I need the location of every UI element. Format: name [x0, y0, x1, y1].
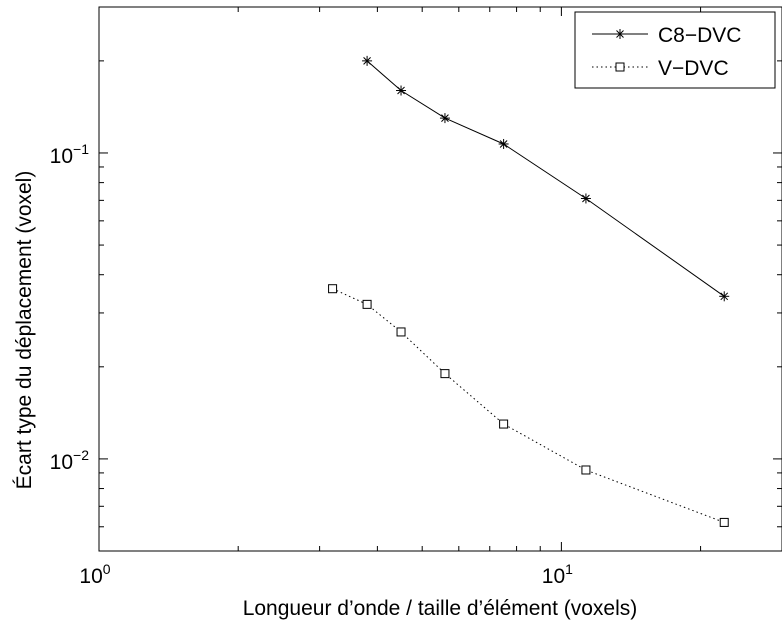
data-point — [396, 85, 407, 96]
data-point — [396, 327, 406, 337]
series-line — [366, 60, 725, 297]
data-point — [440, 369, 450, 379]
series-layer — [328, 55, 730, 527]
legend-box — [574, 11, 776, 89]
asterisk-stroke — [616, 30, 624, 38]
series-c8-dvc — [362, 55, 730, 302]
y-tick-label: 10−1 — [50, 141, 90, 168]
asterisk-stroke — [397, 86, 405, 95]
x-tick-label-exponent: 0 — [103, 561, 111, 577]
data-point — [328, 284, 338, 294]
legend-label: C8−DVC — [658, 24, 741, 47]
x-tick-label-base: 10 — [79, 565, 102, 588]
asterisk-stroke — [720, 292, 729, 301]
asterisk-stroke — [363, 57, 371, 65]
x-axis-title: Longueur d’onde / taille d’élément (voxe… — [243, 597, 638, 620]
x-tick-label: 100 — [79, 561, 110, 588]
y-axis-title: Écart type du déplacement (voxel) — [13, 171, 36, 490]
data-point — [580, 193, 591, 204]
legend-marker — [615, 29, 625, 39]
y-tick-label-base: 10 — [50, 145, 73, 168]
series-v-dvc — [328, 284, 729, 527]
x-tick-label: 101 — [542, 561, 573, 588]
axis-ticks — [98, 7, 782, 552]
data-point — [719, 517, 729, 527]
asterisk-stroke — [441, 114, 449, 122]
y-tick-label-exponent: −1 — [73, 141, 89, 157]
y-tick-label-exponent: −2 — [73, 447, 89, 463]
data-point — [362, 299, 372, 309]
x-tick-label-base: 10 — [542, 565, 565, 588]
y-tick-label: 10−2 — [50, 447, 90, 474]
legend: C8−DVC V−DVC — [574, 11, 776, 89]
data-point — [362, 55, 373, 66]
plot-frame — [98, 6, 782, 552]
data-point — [498, 138, 509, 149]
y-tick-label-base: 10 — [50, 451, 73, 474]
data-point — [719, 291, 730, 302]
asterisk-stroke — [499, 140, 508, 148]
legend-marker — [615, 62, 625, 72]
asterisk-stroke — [582, 194, 590, 203]
x-tick-label-exponent: 1 — [565, 561, 573, 577]
data-point — [499, 419, 509, 429]
data-point — [581, 465, 591, 475]
legend-label: V−DVC — [658, 57, 729, 80]
data-point — [439, 113, 450, 124]
